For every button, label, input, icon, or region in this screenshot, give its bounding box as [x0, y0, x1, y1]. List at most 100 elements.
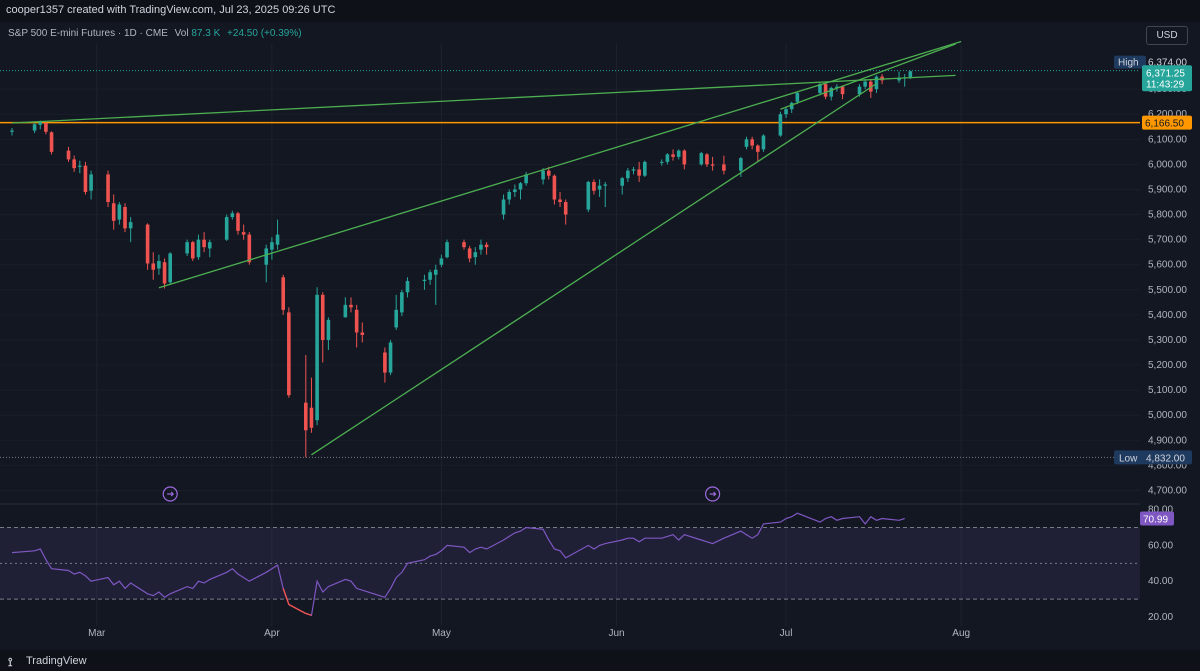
candle-body: [863, 81, 867, 87]
y-tick-label: 4,800.00: [1148, 460, 1187, 471]
candle-body: [857, 86, 862, 95]
candle-body: [241, 232, 246, 235]
price-change: +24.50 (+0.39%): [227, 28, 302, 39]
currency-button[interactable]: USD: [1146, 26, 1188, 45]
candle-body: [518, 183, 523, 190]
candle-body: [191, 242, 195, 259]
candle-body: [665, 154, 670, 162]
volume-label: Vol: [174, 28, 189, 39]
rsi-y-tick-label: 20.00: [1148, 612, 1173, 623]
rsi-oversold-segment: [305, 612, 312, 616]
candle-body: [524, 174, 528, 184]
candle-body: [202, 239, 206, 248]
candle-body: [264, 248, 269, 265]
candle-body: [168, 253, 172, 283]
candle-body: [705, 154, 709, 165]
candle-body: [829, 87, 834, 97]
candle-body: [722, 164, 726, 171]
last-price-value: 6,371.25: [1146, 68, 1185, 79]
candle-body: [360, 332, 365, 335]
candle-body: [281, 277, 285, 310]
candle-body: [349, 304, 353, 308]
candle-body: [710, 164, 715, 166]
y-tick-label: 4,700.00: [1148, 485, 1187, 496]
x-tick-label: May: [432, 628, 451, 639]
y-tick-label: 5,900.00: [1148, 184, 1187, 195]
candle-body: [326, 319, 331, 340]
candle-body: [196, 239, 201, 258]
event-marker-icon: [704, 486, 721, 502]
footer-bar: ⟟ TradingView: [0, 650, 1200, 671]
candle-body: [784, 109, 788, 115]
candle-body: [597, 185, 602, 190]
candle-body: [586, 181, 591, 210]
candle-body: [874, 76, 879, 90]
candle-body: [89, 174, 93, 191]
candle-body: [162, 262, 167, 284]
candle-body: [637, 169, 641, 176]
candle-body: [671, 154, 675, 157]
y-tick-label: 6,000.00: [1148, 159, 1187, 170]
tradingview-logo-icon[interactable]: ⟟: [8, 655, 13, 669]
candle-body: [835, 86, 839, 88]
y-tick-label: 5,200.00: [1148, 360, 1187, 371]
candle-body: [840, 86, 845, 95]
rsi-line: [11, 512, 905, 617]
tradingview-logo-text[interactable]: TradingView: [26, 655, 87, 667]
candle-body: [699, 153, 704, 165]
candle-body: [546, 170, 551, 176]
x-tick-label: Jul: [780, 628, 793, 639]
y-tick-label: 5,500.00: [1148, 285, 1187, 296]
symbol-legend[interactable]: S&P 500 E-mini Futures · 1D · CME Vol 87…: [8, 28, 302, 39]
candle-body: [275, 234, 280, 245]
candle-body: [428, 272, 432, 280]
candle-body: [818, 84, 822, 93]
y-tick-label: 4,900.00: [1148, 435, 1187, 446]
candle-body: [541, 170, 545, 180]
candle-body: [230, 213, 235, 218]
candle-body: [507, 191, 511, 200]
candle-body: [756, 145, 760, 152]
y-tick-label: 5,700.00: [1148, 235, 1187, 246]
trendline: [780, 43, 956, 110]
candle-body: [603, 184, 608, 186]
trendline: [11, 74, 956, 124]
candle-body: [682, 150, 687, 165]
candle-body: [117, 204, 122, 220]
rsi-oversold-segment: [282, 588, 290, 605]
event-marker-arrow: [709, 491, 717, 497]
rsi-last-tag: [1140, 511, 1174, 526]
trendline: [158, 40, 962, 289]
candle-body: [304, 402, 308, 431]
candle-body: [422, 279, 427, 282]
candle-body: [66, 150, 71, 160]
rsi-last-value: 70.99: [1143, 515, 1168, 526]
y-tick-label: 6,100.00: [1148, 134, 1187, 145]
low-label: Low: [1119, 453, 1138, 464]
event-marker-arrow: [167, 491, 175, 497]
candle-body: [908, 71, 913, 78]
top-bar: cooper1357 created with TradingView.com,…: [0, 0, 1200, 22]
candle-body: [778, 114, 783, 136]
trendline: [311, 83, 877, 456]
x-tick-label: Aug: [952, 628, 970, 639]
candle-body: [501, 199, 506, 215]
candle-body: [620, 178, 624, 186]
candle-body: [38, 122, 43, 125]
candle-body: [236, 213, 240, 231]
event-marker-icon: [162, 486, 178, 502]
symbol-name[interactable]: S&P 500 E-mini Futures · 1D · CME: [8, 28, 168, 39]
candle-body: [383, 352, 387, 373]
candle-body: [72, 159, 76, 169]
candle-body: [388, 342, 393, 373]
candle-body: [467, 248, 472, 259]
candle-body: [750, 139, 754, 146]
candle-body: [513, 189, 517, 192]
candle-body: [44, 123, 48, 132]
rsi-oversold-segment: [288, 603, 307, 615]
candle-body: [315, 294, 319, 421]
low-value: 4,832.00: [1146, 453, 1185, 464]
candle-body: [10, 130, 14, 132]
y-tick-label: 5,000.00: [1148, 410, 1187, 421]
